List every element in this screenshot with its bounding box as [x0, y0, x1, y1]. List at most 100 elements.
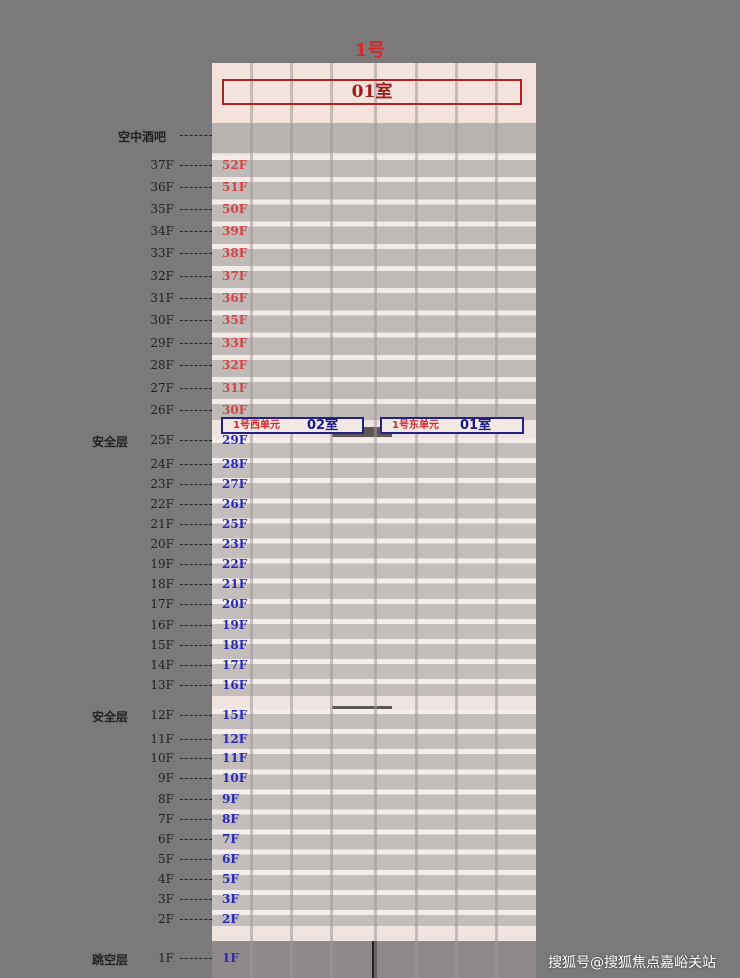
floor-number: 8F — [158, 792, 174, 806]
leader-line — [180, 685, 212, 686]
leader-line — [180, 564, 212, 565]
floor-number: 6F — [158, 832, 174, 846]
floor-row: 31F 36F — [0, 291, 260, 307]
leader-line — [180, 715, 212, 716]
floor-number: 11F — [150, 732, 174, 746]
leader-line — [180, 544, 212, 545]
unit-floor-number: 52F — [222, 158, 248, 172]
west-unit-box: 1号西单元 02室 — [221, 417, 364, 434]
floor-number: 16F — [150, 618, 174, 632]
leader-line — [180, 524, 212, 525]
floor-row: 17F 20F — [0, 597, 260, 613]
unit-floor-number: 5F — [222, 872, 239, 886]
unit-floor-number: 30F — [222, 403, 248, 417]
floor-row: 34F 39F — [0, 224, 260, 240]
unit-floor-number: 31F — [222, 381, 248, 395]
floor-number: 27F — [150, 381, 174, 395]
floor-row: 35F 50F — [0, 202, 260, 218]
column — [455, 63, 458, 978]
floor-row: 33F 38F — [0, 246, 260, 262]
leader-line — [180, 484, 212, 485]
leader-line — [180, 584, 212, 585]
floor-number: 29F — [150, 336, 174, 350]
unit-floor-number: 12F — [222, 732, 248, 746]
floor-row: 27F 31F — [0, 381, 260, 397]
floor-note: 安全层 — [92, 435, 129, 449]
leader-line — [180, 504, 212, 505]
column — [495, 63, 498, 978]
unit-floor-number: 17F — [222, 658, 248, 672]
leader-line — [180, 839, 212, 840]
unit-floor-number: 16F — [222, 678, 248, 692]
floor-row: 24F 28F — [0, 457, 260, 473]
leader-line — [180, 440, 212, 441]
floor-number: 13F — [150, 678, 174, 692]
unit-floor-number: 1F — [222, 951, 239, 965]
floor-number: 1F — [158, 951, 174, 965]
floor-row: 20F 23F — [0, 537, 260, 553]
floor-row: 4F 5F — [0, 872, 260, 888]
unit-floor-number: 51F — [222, 180, 248, 194]
leader-line — [180, 298, 212, 299]
skybar-row: 空中酒吧 — [0, 128, 220, 144]
unit-floor-number: 2F — [222, 912, 239, 926]
skybar-label: 空中酒吧 — [118, 130, 167, 144]
floor-row: 11F 12F — [0, 732, 260, 748]
leader-line — [180, 625, 212, 626]
leader-line — [180, 739, 212, 740]
floor-number: 30F — [150, 313, 174, 327]
floor-number: 10F — [150, 751, 174, 765]
leader-line — [180, 665, 212, 666]
unit-floor-number: 35F — [222, 313, 248, 327]
floor-number: 33F — [150, 246, 174, 260]
column — [250, 63, 253, 978]
unit-floor-number: 21F — [222, 577, 248, 591]
leader-line — [180, 919, 212, 920]
leader-line — [180, 879, 212, 880]
leader-line — [180, 645, 212, 646]
floor-number: 36F — [150, 180, 174, 194]
leader-line — [180, 410, 212, 411]
unit-floor-number: 38F — [222, 246, 248, 260]
unit-floor-number: 22F — [222, 557, 248, 571]
floor-number: 3F — [158, 892, 174, 906]
unit-floor-number: 6F — [222, 852, 239, 866]
floor-row: 26F 30F — [0, 403, 260, 419]
floor-row: 21F 25F — [0, 517, 260, 533]
floor-row: 7F 8F — [0, 812, 260, 828]
floor-row: 6F 7F — [0, 832, 260, 848]
column — [290, 63, 293, 978]
unit-floor-number: 28F — [222, 457, 248, 471]
leader-line — [180, 187, 212, 188]
unit-floor-number: 9F — [222, 792, 239, 806]
unit-floor-number: 50F — [222, 202, 248, 216]
floor-row: 16F 19F — [0, 618, 260, 634]
floor-number: 21F — [150, 517, 174, 531]
floor-row: 22F 26F — [0, 497, 260, 513]
floor-note: 安全层 — [92, 710, 129, 724]
floor-row: 19F 22F — [0, 557, 260, 573]
floor-row: 安全层 12F 15F — [0, 708, 260, 724]
floor-number: 28F — [150, 358, 174, 372]
floor-number: 37F — [150, 158, 174, 172]
floor-number: 18F — [150, 577, 174, 591]
floor-number: 31F — [150, 291, 174, 305]
floor-number: 17F — [150, 597, 174, 611]
leader-line — [180, 135, 212, 136]
unit-floor-number: 36F — [222, 291, 248, 305]
unit-floor-number: 27F — [222, 477, 248, 491]
building-elevation — [212, 63, 536, 978]
leader-line — [180, 899, 212, 900]
leader-line — [180, 799, 212, 800]
leader-line — [180, 958, 212, 959]
leader-line — [180, 276, 212, 277]
unit-floor-number: 3F — [222, 892, 239, 906]
unit-floor-number: 32F — [222, 358, 248, 372]
unit-floor-number: 8F — [222, 812, 239, 826]
floor-number: 22F — [150, 497, 174, 511]
unit-floor-number: 7F — [222, 832, 239, 846]
floor-number: 19F — [150, 557, 174, 571]
floor-row: 15F 18F — [0, 638, 260, 654]
floor-row: 36F 51F — [0, 180, 260, 196]
floor-row: 安全层 25F 29F — [0, 433, 260, 449]
